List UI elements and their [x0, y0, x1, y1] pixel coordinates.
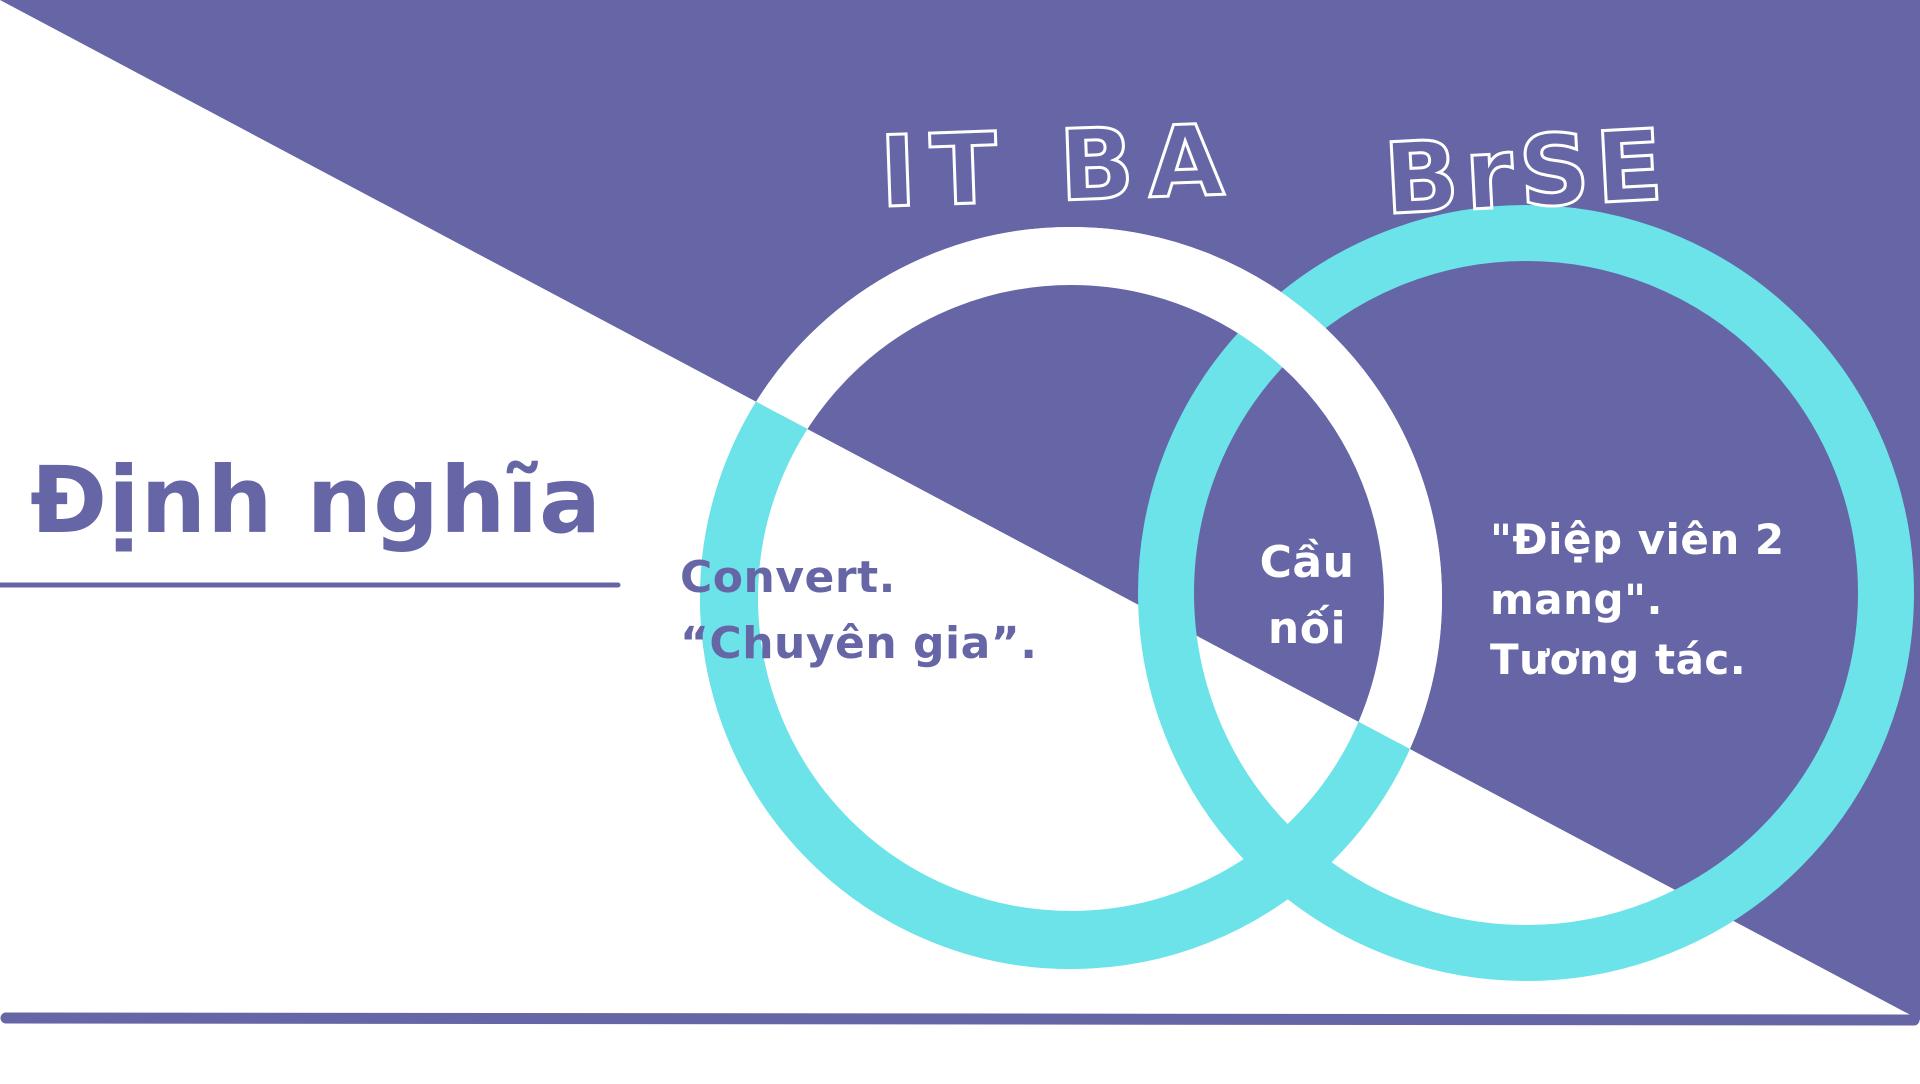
brse-line-2: mang". [1490, 575, 1663, 624]
overlap-label: Cầu nối [1232, 530, 1382, 662]
page-title: Định nghĩa [30, 447, 603, 554]
brse-line-1: "Điệp viên 2 [1490, 515, 1785, 564]
it-ba-line-2: “Chuyên gia”. [680, 618, 1038, 669]
brse-line-3: Tương tác. [1490, 635, 1747, 684]
brse-title: BrSE [1381, 109, 1671, 238]
overlap-line-2: nối [1267, 603, 1347, 654]
brse-description: "Điệp viên 2 mang". Tương tác. [1490, 510, 1820, 690]
overlap-line-1: Cầu [1259, 537, 1355, 588]
it-ba-title: IT BA [878, 104, 1240, 230]
it-ba-line-1: Convert. [680, 552, 896, 603]
bottom-rule [0, 1012, 1920, 1026]
it-ba-description: Convert. “Chuyên gia”. [680, 545, 1060, 677]
